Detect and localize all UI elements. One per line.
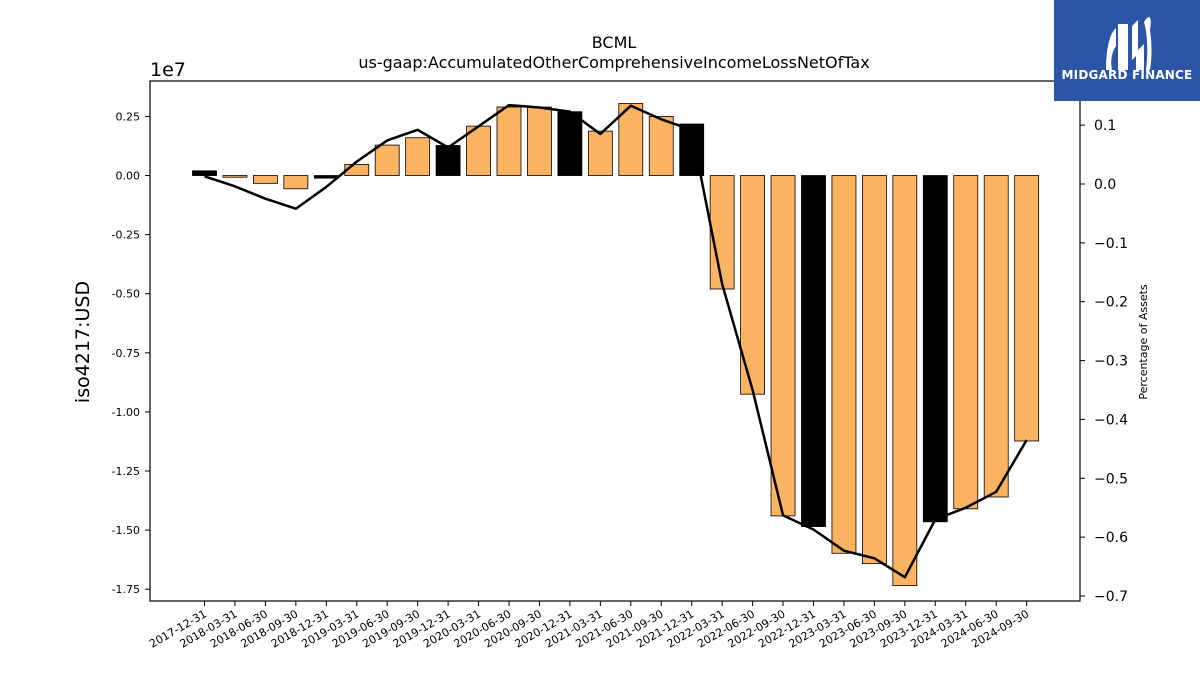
y2-tick-label: 0.1 <box>1094 118 1116 134</box>
bar-2019-12-31 <box>435 145 461 176</box>
y2-tick-label: −0.5 <box>1094 471 1128 487</box>
bar-2017-12-31 <box>192 170 217 176</box>
y2-tick-label: −0.6 <box>1094 530 1128 546</box>
y-axis-offset-label: 1e7 <box>150 59 186 81</box>
y-tick-label: 0.00 <box>116 170 141 183</box>
y-tick-label: -0.50 <box>112 288 140 301</box>
series-line <box>204 103 1028 579</box>
chart-title: BCML <box>592 33 637 52</box>
y-tick-label: 0.25 <box>116 110 141 123</box>
y2-tick-label: 0.0 <box>1094 177 1116 193</box>
y2-tick-label: −0.1 <box>1094 236 1128 252</box>
bar-2020-06-30 <box>496 106 522 176</box>
logo-text: MIDGARD FINANCE <box>1061 68 1193 82</box>
y-tick-label: -1.25 <box>112 465 140 478</box>
y-tick-label: -0.25 <box>112 229 140 242</box>
bar-2018-03-31 <box>222 175 248 178</box>
bar-2019-09-30 <box>405 137 431 176</box>
x-axis-ticks: 2017-12-312018-03-312018-06-302018-09-30… <box>147 601 1031 651</box>
y2-axis-label: Percentage of Assets <box>1137 284 1150 400</box>
bars-group <box>192 103 1040 587</box>
bar-2018-09-30 <box>283 175 309 190</box>
bar-2020-09-30 <box>527 106 552 176</box>
midgard-logo-icon <box>1106 16 1152 70</box>
plot-frame <box>149 80 1081 602</box>
midgard-logo: MIDGARD FINANCE <box>1054 0 1200 101</box>
y2-axis-ticks: 0.1 0.0 −0.1 −0.2 −0.3 −0.4 −0.5 −0.6 −0.7 <box>1080 118 1128 605</box>
bar-2018-06-30 <box>252 175 278 184</box>
bar-2023-03-31 <box>831 175 857 554</box>
y-tick-label: -1.00 <box>112 406 140 419</box>
bar-2023-12-31 <box>922 175 948 523</box>
bar-2022-03-31 <box>709 175 735 290</box>
line-group <box>204 103 1028 579</box>
bar-2022-09-30 <box>770 175 796 517</box>
bar-2023-06-30 <box>862 175 887 565</box>
bar-2020-12-31 <box>557 111 583 176</box>
bar-2021-09-30 <box>648 116 674 176</box>
bar-2018-12-31 <box>313 175 339 179</box>
y-axis-ticks: 0.25 0.00 -0.25 -0.50 -0.75 -1.00 -1.25 -1.50 -1… <box>112 110 150 596</box>
y-tick-label: -1.50 <box>112 524 140 537</box>
bar-2024-09-30 <box>1014 175 1040 442</box>
bar-2024-03-31 <box>953 175 979 510</box>
bar-2024-06-30 <box>983 175 1009 498</box>
y2-tick-label: −0.7 <box>1094 589 1128 605</box>
bar-2022-12-31 <box>801 175 826 527</box>
chart-subtitle: us-gaap:AccumulatedOtherComprehensiveInc… <box>358 53 869 72</box>
y-axis-label: iso4217:USD <box>72 281 94 403</box>
bar-2021-06-30 <box>618 103 644 176</box>
y2-tick-label: −0.2 <box>1094 295 1128 311</box>
bar-2019-06-30 <box>374 144 400 176</box>
y2-tick-label: −0.3 <box>1094 354 1128 370</box>
y-tick-label: -0.75 <box>112 347 140 360</box>
bar-2023-09-30 <box>892 175 918 587</box>
y2-tick-label: −0.4 <box>1094 412 1128 428</box>
bar-2021-03-31 <box>587 130 613 176</box>
y-tick-label: -1.75 <box>112 583 140 596</box>
